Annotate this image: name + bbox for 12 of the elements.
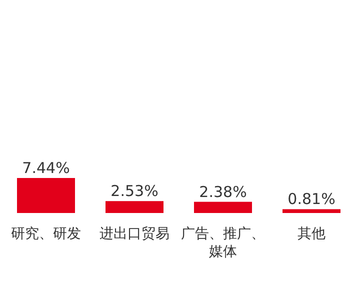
x-tick-label: 研究、研发 bbox=[10, 225, 82, 243]
data-label: 7.44% bbox=[22, 159, 70, 177]
x-tick-label: 进出口贸易 bbox=[98, 225, 170, 243]
bar bbox=[194, 202, 252, 213]
data-label: 2.53% bbox=[110, 182, 158, 200]
bar bbox=[106, 201, 164, 213]
data-label: 0.81% bbox=[288, 190, 336, 208]
bar bbox=[17, 178, 75, 213]
x-tick-label: 广告、推广、媒体 bbox=[181, 225, 265, 261]
data-label: 2.38% bbox=[199, 182, 247, 201]
bar bbox=[282, 209, 340, 213]
x-tick-label: 其他 bbox=[296, 225, 326, 243]
